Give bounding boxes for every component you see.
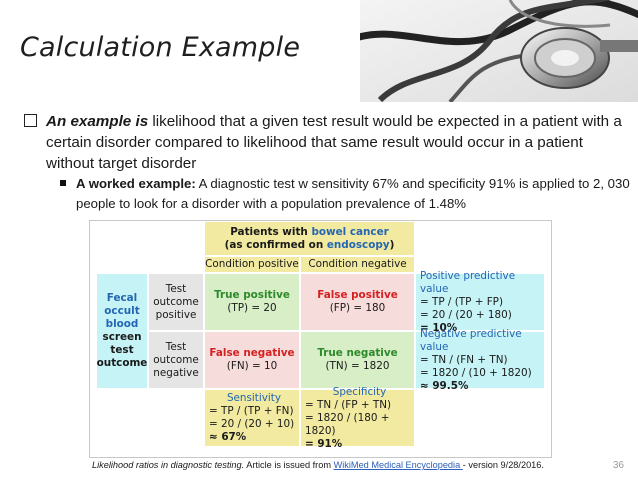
npv-cell: Negative predictive value = TN / (FN + T…: [415, 328, 545, 392]
specificity-cell: Specificity = TN / (FP + TN) = 1820 / (1…: [300, 386, 415, 450]
bullet-example-lead: An example is: [46, 113, 149, 130]
stethoscope-image: [360, 0, 638, 102]
col-condition-negative: Condition negative: [300, 256, 415, 273]
bullet-worked-example: A worked example: A diagnostic test w se…: [60, 174, 630, 214]
false-positive-cell: False positive (FP) = 180: [300, 273, 415, 331]
square-bullet-icon: [60, 180, 66, 186]
row-label: Fecal occult blood screen test outcome: [96, 273, 148, 389]
bullet-worked-lead: A worked example:: [76, 176, 196, 191]
ppv-cell: Positive predictive value = TP / (TP + F…: [415, 270, 545, 334]
bullet-example: An example is likelihood that a given te…: [24, 111, 624, 174]
slide-title: Calculation Example: [20, 32, 301, 63]
table-header: Patients with bowel cancer (as confirmed…: [204, 221, 415, 256]
row-test-negative: Test outcome negative: [148, 331, 204, 389]
false-negative-cell: False negative (FN) = 10: [204, 331, 300, 389]
diagnostic-test-table: Patients with bowel cancer (as confirmed…: [89, 220, 552, 458]
checkbox-bullet-icon: [24, 114, 37, 127]
wikimed-link[interactable]: WikiMed Medical Encyclopedia: [333, 460, 463, 470]
bullet-example-text: likelihood that a given test result woul…: [46, 113, 622, 172]
bullet-worked-text: A diagnostic test w sensitivity 67% and …: [76, 176, 630, 211]
true-negative-cell: True negative (TN) = 1820: [300, 331, 415, 389]
true-positive-cell: True positive (TP) = 20: [204, 273, 300, 331]
row-test-positive: Test outcome positive: [148, 273, 204, 331]
col-condition-positive: Condition positive: [204, 256, 300, 273]
source-footer: Likelihood ratios in diagnostic testing.…: [92, 460, 544, 470]
sensitivity-cell: Sensitivity = TP / (TP + FN) = 20 / (20 …: [204, 389, 300, 447]
page-number: 36: [612, 460, 624, 471]
